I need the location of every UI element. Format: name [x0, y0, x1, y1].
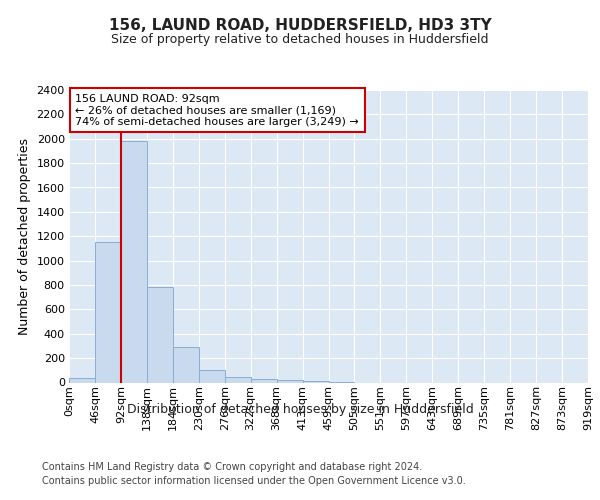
Y-axis label: Number of detached properties: Number of detached properties: [18, 138, 31, 335]
Bar: [251, 379, 277, 382]
Bar: [147, 288, 173, 382]
Bar: [69, 378, 95, 382]
Bar: [199, 370, 224, 382]
Bar: [95, 242, 121, 382]
Text: Contains public sector information licensed under the Open Government Licence v3: Contains public sector information licen…: [42, 476, 466, 486]
Bar: [173, 346, 199, 382]
Text: Distribution of detached houses by size in Huddersfield: Distribution of detached houses by size …: [127, 402, 473, 415]
Bar: [225, 377, 251, 382]
Text: 156, LAUND ROAD, HUDDERSFIELD, HD3 3TY: 156, LAUND ROAD, HUDDERSFIELD, HD3 3TY: [109, 18, 491, 32]
Text: Size of property relative to detached houses in Huddersfield: Size of property relative to detached ho…: [111, 32, 489, 46]
Text: Contains HM Land Registry data © Crown copyright and database right 2024.: Contains HM Land Registry data © Crown c…: [42, 462, 422, 472]
Bar: [277, 380, 302, 382]
Text: 156 LAUND ROAD: 92sqm
← 26% of detached houses are smaller (1,169)
74% of semi-d: 156 LAUND ROAD: 92sqm ← 26% of detached …: [76, 94, 359, 127]
Bar: [121, 141, 147, 382]
